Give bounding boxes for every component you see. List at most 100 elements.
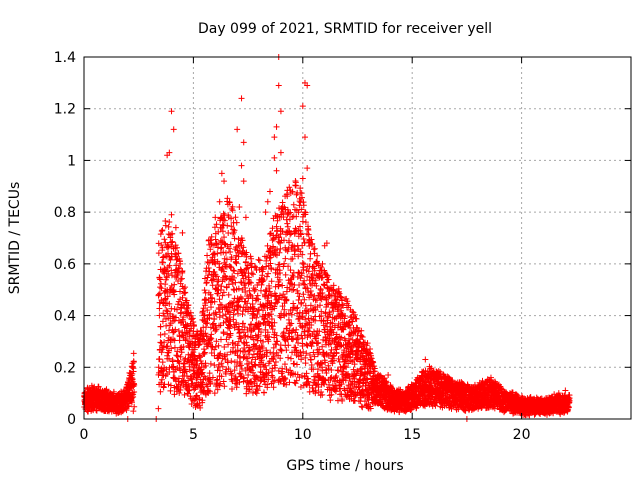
data-point [181,391,188,398]
data-point [227,241,234,248]
data-point [232,214,239,221]
data-point [247,261,254,268]
data-point [203,279,210,286]
data-point [240,244,247,251]
data-point [204,383,211,390]
data-point [131,381,138,388]
data-point [186,366,193,373]
data-point [175,375,182,382]
data-point [252,362,259,369]
data-point [233,299,240,306]
data-point [240,320,247,327]
data-point [203,333,210,340]
data-point [169,230,176,237]
data-point [166,300,173,307]
data-point [261,315,268,322]
data-point [202,300,209,307]
data-point [208,350,215,357]
data-point [170,287,177,294]
data-point [206,370,213,377]
data-point [155,364,162,371]
data-point [161,236,168,243]
data-point [248,279,255,286]
data-point [260,277,267,284]
data-point [156,356,163,363]
data-point [265,270,272,277]
data-point [218,283,225,290]
data-point [248,270,255,277]
data-point [248,321,255,328]
data-point [264,329,271,336]
data-point [244,300,251,307]
data-point [157,331,164,338]
data-point [246,279,253,286]
data-point [172,314,179,321]
data-point [226,323,233,330]
data-point [174,353,181,360]
data-point [196,353,203,360]
data-point [178,349,185,356]
data-point [264,295,271,302]
data-point [186,387,193,394]
data-point [177,288,184,295]
data-point [171,344,178,351]
data-point [197,404,204,411]
data-point [202,362,209,369]
data-point [217,336,224,343]
data-point [163,366,170,373]
data-point [218,373,225,380]
data-point [253,390,260,397]
data-point [229,203,236,210]
data-point [227,248,234,255]
data-point [162,222,169,229]
data-point [221,343,228,350]
data-point [215,342,222,349]
data-point [228,215,235,222]
data-point [259,345,266,352]
data-point [187,309,194,316]
data-point [228,264,235,271]
data-point [173,256,180,263]
data-point [172,242,179,249]
data-point [165,223,172,230]
data-point [217,380,224,387]
data-point [260,266,267,273]
data-point [251,263,258,270]
data-point [221,383,228,390]
data-point [214,386,221,393]
data-point [220,249,227,256]
data-point [222,249,229,256]
data-point [213,273,220,280]
data-point [183,373,190,380]
data-point [261,389,268,396]
data-point [199,397,206,404]
data-point [164,244,171,251]
data-point [213,221,220,228]
data-point [159,359,166,366]
data-point [174,306,181,313]
grid [84,57,631,419]
data-point [207,360,214,367]
data-point [167,382,174,389]
data-point [160,344,167,351]
data-point [161,312,168,319]
data-point [171,391,178,398]
data-point [225,229,232,236]
data-point [166,262,173,269]
data-point [216,296,223,303]
data-point [240,374,247,381]
data-point [203,280,210,287]
data-point [205,264,212,271]
data-point [125,402,132,409]
data-point [204,307,211,314]
data-point [228,358,235,365]
data-point [168,282,175,289]
data-point [156,305,163,312]
data-point [207,334,214,341]
data-point [263,353,270,360]
data-point [168,345,175,352]
data-point [229,385,236,392]
data-point [228,372,235,379]
data-point [199,308,206,315]
